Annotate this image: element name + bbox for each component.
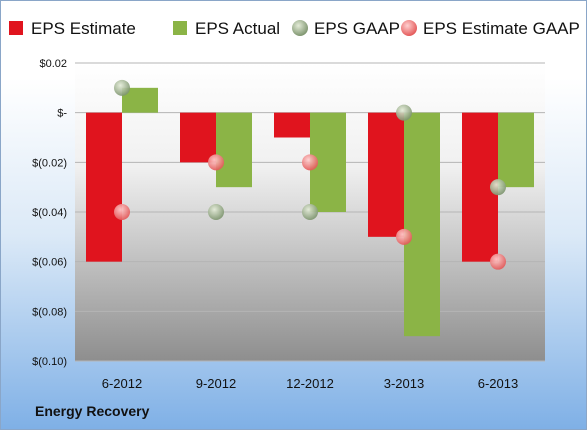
eps-actual-bar — [498, 112, 534, 188]
eps-estimate-gaap-marker — [208, 154, 224, 171]
markers — [114, 79, 506, 270]
x-category-label: 3-2013 — [384, 376, 424, 391]
y-tick-label: $(0.10) — [32, 356, 67, 368]
x-category-label: 6-2012 — [102, 376, 142, 391]
eps-estimate-bar — [86, 112, 122, 262]
x-category-label: 9-2012 — [196, 376, 236, 391]
eps-estimate-gaap-marker — [396, 228, 412, 245]
y-tick-label: $(0.06) — [32, 257, 67, 269]
legend-swatch — [173, 21, 187, 35]
eps-estimate-gaap-marker — [302, 154, 318, 171]
y-tick-label: $(0.08) — [32, 306, 67, 318]
eps-actual-bar — [404, 112, 440, 337]
eps-estimate-bar — [180, 112, 216, 163]
legend-label: EPS Actual — [195, 19, 280, 38]
x-category-label: 6-2013 — [478, 376, 518, 391]
legend-label: EPS Estimate GAAP — [423, 19, 580, 38]
legend-label: EPS Estimate — [31, 19, 136, 38]
y-tick-label: $0.02 — [39, 58, 67, 70]
eps-gaap-marker — [208, 204, 224, 220]
eps-estimate-bar — [274, 112, 310, 138]
legend-item: EPS Estimate GAAP — [401, 19, 580, 38]
legend: EPS Estimate EPS Actual EPS GAAP EPS Estima… — [9, 19, 580, 38]
legend-item: EPS GAAP — [292, 19, 400, 38]
legend-swatch — [9, 21, 23, 35]
eps-estimate-gaap-marker — [490, 253, 506, 270]
eps-estimate-bar — [368, 112, 404, 237]
legend-swatch — [292, 20, 308, 36]
y-tick-label: $(0.02) — [32, 157, 67, 169]
y-tick-label: $- — [57, 108, 67, 120]
eps-gaap-marker — [302, 204, 318, 220]
x-category-label: 12-2012 — [286, 376, 334, 391]
y-tick-label: $(0.04) — [32, 207, 67, 219]
eps-actual-bar — [216, 112, 252, 188]
y-axis: $0.02 $- $(0.02) $(0.04) $(0.06) $(0.08) $(0.1… — [32, 58, 67, 368]
eps-gaap-marker — [396, 104, 412, 121]
legend-label: EPS GAAP — [314, 19, 400, 38]
bars — [86, 87, 534, 337]
company-label: Energy Recovery — [35, 403, 150, 419]
eps-gaap-marker — [114, 79, 130, 96]
eps-estimate-gaap-marker — [114, 204, 130, 220]
eps-gaap-marker — [490, 179, 506, 196]
legend-item: EPS Actual — [173, 19, 280, 38]
x-axis: 6-2012 9-2012 12-2012 3-2013 6-2013 — [102, 376, 518, 391]
legend-swatch — [401, 20, 417, 36]
legend-item: EPS Estimate — [9, 19, 136, 38]
